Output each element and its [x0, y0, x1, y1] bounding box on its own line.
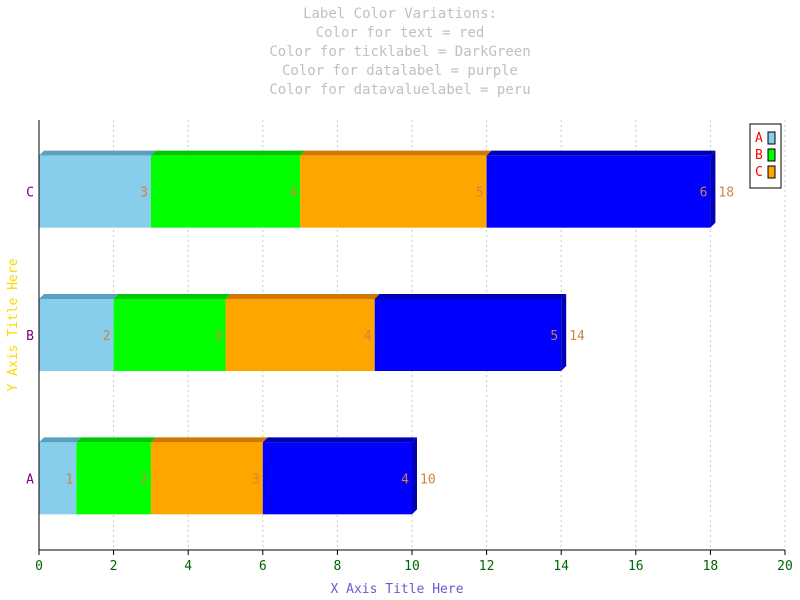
bar-segment-top	[39, 150, 156, 156]
bar-segment	[113, 299, 226, 371]
x-axis-title: X Axis Title Here	[330, 582, 463, 597]
title-line: Color for ticklabel = DarkGreen	[269, 44, 531, 60]
data-value-label: 3	[252, 472, 260, 487]
bar-segment	[39, 155, 151, 228]
legend-label: B	[755, 148, 763, 163]
bar-segment-top	[150, 437, 268, 443]
bar-segment	[300, 155, 487, 228]
title-line: Color for datalabel = purple	[281, 63, 518, 79]
data-value-label: 5	[476, 186, 484, 201]
category-label: B	[26, 329, 34, 344]
x-tick-label: 14	[553, 559, 569, 574]
bar-segment-top	[39, 437, 82, 443]
data-value-label: 6	[700, 186, 708, 201]
x-tick-label: 4	[184, 559, 192, 574]
legend-swatch	[767, 165, 776, 179]
x-tick-label: 0	[35, 559, 43, 574]
category-label: A	[26, 472, 34, 487]
data-value-label: 1	[65, 472, 73, 487]
y-axis-title: Y Axis Title Here	[6, 258, 21, 391]
bar-segment	[225, 299, 375, 371]
bar-segment-top	[225, 294, 380, 299]
data-value-label: 2	[140, 472, 148, 487]
bar-segment	[150, 442, 263, 515]
bar-segment-top	[262, 437, 417, 443]
bar-segment	[150, 155, 301, 228]
bar-segment-top	[76, 437, 156, 443]
x-tick-label: 6	[259, 559, 267, 574]
bar-segment	[39, 299, 114, 371]
x-tick-label: 8	[333, 559, 341, 574]
bar-segment	[374, 299, 562, 371]
data-value-label: 2	[103, 329, 111, 344]
legend-label: A	[755, 131, 763, 146]
total-value-label: 10	[420, 472, 436, 487]
bar-segment	[39, 442, 77, 515]
data-value-label: 3	[140, 186, 148, 201]
legend-swatch	[767, 148, 776, 162]
bar-end-face	[710, 150, 716, 228]
bar-end-face	[561, 294, 567, 371]
legend-label: C	[755, 165, 763, 180]
x-tick-label: 12	[479, 559, 495, 574]
data-value-label: 4	[401, 472, 409, 487]
bar-segment-top	[39, 294, 119, 299]
bar-segment-top	[374, 294, 567, 299]
x-tick-label: 18	[703, 559, 719, 574]
title-line: Label Color Variations:	[303, 6, 497, 22]
x-tick-label: 20	[777, 559, 793, 574]
bar-segment	[76, 442, 151, 515]
data-value-label: 4	[289, 186, 297, 201]
legend-swatch	[767, 131, 776, 145]
x-tick-label: 2	[110, 559, 118, 574]
bar-segment-top	[113, 294, 231, 299]
title-line: Color for datavaluelabel = peru	[269, 82, 531, 98]
data-value-label: 4	[364, 329, 372, 344]
data-value-label: 5	[550, 329, 558, 344]
category-label: C	[26, 186, 34, 201]
bar-segment-top	[486, 150, 716, 156]
bar-segment	[486, 155, 711, 228]
title-line: Color for text = red	[315, 25, 485, 41]
legend-box	[749, 123, 782, 189]
total-value-label: 14	[569, 329, 585, 344]
data-value-label: 3	[215, 329, 223, 344]
total-value-label: 18	[718, 186, 734, 201]
bar-segment-top	[300, 150, 492, 156]
x-tick-label: 10	[404, 559, 420, 574]
chart-title: Label Color Variations: Color for text =…	[0, 5, 800, 100]
bar-segment	[262, 442, 412, 515]
bar-end-face	[412, 437, 417, 515]
bar-segment-top	[150, 150, 306, 156]
x-tick-label: 16	[628, 559, 644, 574]
